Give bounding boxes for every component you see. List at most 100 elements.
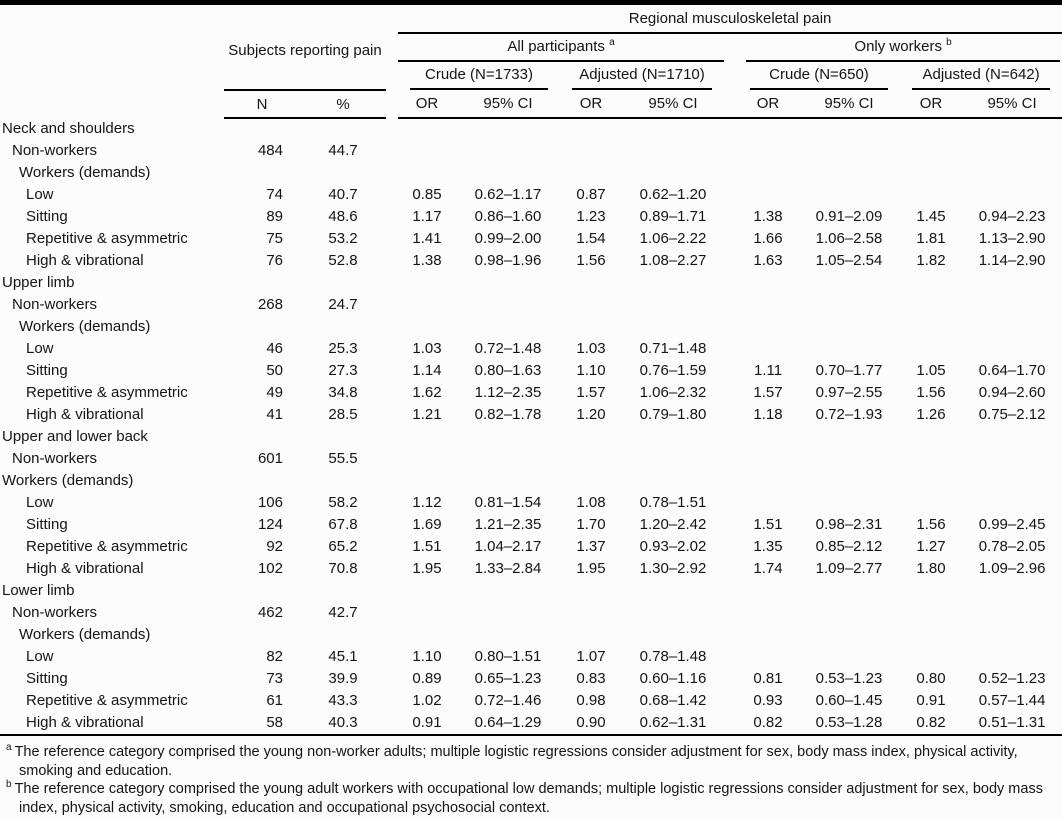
cell-n	[224, 426, 300, 448]
cell-or	[398, 624, 456, 646]
cell-or: 0.83	[576, 670, 606, 687]
cell-ci	[456, 624, 560, 646]
table-top-rule	[0, 0, 1062, 5]
cell-ci: 1.06–2.22	[639, 230, 707, 247]
cell-ci	[456, 140, 560, 162]
cell-or: 1.95	[576, 560, 606, 577]
cell-or	[560, 602, 622, 624]
cell-ci: 0.94–2.60	[978, 384, 1046, 401]
row-label: Sitting	[26, 208, 68, 225]
column-gap	[724, 646, 738, 668]
section-row: Upper and lower back	[0, 426, 1062, 448]
cell-ci: 0.79–1.80	[639, 406, 707, 423]
cell-or	[900, 316, 962, 338]
pct-column-header: %	[300, 90, 386, 119]
cell-ci	[798, 140, 900, 162]
cell-or	[560, 470, 622, 492]
cell-n: 61	[266, 692, 283, 709]
cell-or	[738, 624, 798, 646]
row-label: Workers (demands)	[19, 318, 151, 335]
footnote-b-marker: b	[6, 779, 12, 791]
cell-ci: 0.99–2.45	[978, 516, 1046, 533]
cell-or	[900, 602, 962, 624]
cell-or	[900, 448, 962, 470]
cell-or	[738, 272, 798, 294]
table-row: Sitting 50 27.3 1.14 0.80–1.63 1.10 0.76–1.59 1…	[0, 360, 1062, 382]
cell-or: 1.07	[576, 648, 606, 665]
or-column-header: OR	[560, 90, 622, 119]
column-gap	[386, 118, 398, 140]
cell-ci: 0.85–2.12	[815, 538, 883, 555]
row-label: Workers (demands)	[19, 164, 151, 181]
cell-or	[738, 338, 798, 360]
column-gap	[386, 316, 398, 338]
cell-or: 0.80	[916, 670, 946, 687]
cell-ci	[456, 448, 560, 470]
table-row: Workers (demands)	[0, 624, 1062, 646]
cell-or: 1.02	[412, 692, 442, 709]
cell-or: 1.14	[412, 362, 442, 379]
cell-pct: 40.7	[328, 186, 358, 203]
cell-n: 75	[266, 230, 283, 247]
column-gap	[724, 668, 738, 690]
ci-column-header: 95% CI	[622, 90, 724, 119]
cell-or	[738, 426, 798, 448]
cell-ci: 1.06–2.32	[639, 384, 707, 401]
column-gap	[724, 118, 738, 140]
table-row: High & vibrational 76 52.8 1.38 0.98–1.96 1.5…	[0, 250, 1062, 272]
cell-or	[560, 272, 622, 294]
cell-ci: 0.80–1.63	[474, 362, 542, 379]
cell-pct	[300, 118, 386, 140]
column-gap	[386, 668, 398, 690]
cell-ci: 1.09–2.77	[815, 560, 883, 577]
cell-ci	[622, 580, 724, 602]
cell-or	[398, 294, 456, 316]
cell-or: 1.17	[412, 208, 442, 225]
cell-or: 1.05	[916, 362, 946, 379]
cell-ci: 0.78–2.05	[978, 538, 1046, 555]
table-row: Low 74 40.7 0.85 0.62–1.17 0.87 0.62–1.20	[0, 184, 1062, 206]
cell-n: 82	[266, 648, 283, 665]
cell-n	[224, 162, 300, 184]
column-gap	[386, 184, 398, 206]
column-gap	[386, 338, 398, 360]
adjusted-all-header: Adjusted (N=1710)	[560, 62, 724, 90]
cell-ci	[798, 272, 900, 294]
cell-or	[398, 316, 456, 338]
cell-pct: 25.3	[328, 340, 358, 357]
cell-ci	[962, 492, 1062, 514]
column-gap	[724, 316, 738, 338]
row-label: Sitting	[26, 516, 68, 533]
column-gap	[724, 162, 738, 184]
all-participants-header: All participants a	[398, 33, 724, 62]
cell-or: 1.74	[753, 560, 783, 577]
cell-or: 1.95	[412, 560, 442, 577]
table-row: Non-workers 268 24.7	[0, 294, 1062, 316]
cell-ci: 0.76–1.59	[639, 362, 707, 379]
crude-workers-header: Crude (N=650)	[738, 62, 900, 90]
column-gap	[724, 338, 738, 360]
column-gap	[724, 184, 738, 206]
cell-or: 1.51	[412, 538, 442, 555]
footnotes: a The reference category comprised the yo…	[0, 736, 1062, 817]
cell-ci	[622, 470, 724, 492]
cell-ci	[798, 492, 900, 514]
footnote-b-marker: b	[946, 37, 952, 48]
table-row: Sitting 73 39.9 0.89 0.65–1.23 0.83 0.60–1.16 0…	[0, 668, 1062, 690]
cell-or	[738, 448, 798, 470]
cell-n	[224, 118, 300, 140]
cell-or	[900, 646, 962, 668]
cell-ci: 1.13–2.90	[978, 230, 1046, 247]
table-row: Repetitive & asymmetric 92 65.2 1.51 1.04–2.…	[0, 536, 1062, 558]
cell-or	[738, 316, 798, 338]
cell-or: 1.82	[916, 252, 946, 269]
cell-or	[900, 184, 962, 206]
cell-or	[738, 646, 798, 668]
cell-or: 1.56	[916, 384, 946, 401]
table-row: Low 82 45.1 1.10 0.80–1.51 1.07 0.78–1.48	[0, 646, 1062, 668]
cell-ci	[622, 316, 724, 338]
cell-pct	[300, 624, 386, 646]
cell-ci: 0.97–2.55	[815, 384, 883, 401]
cell-pct	[300, 316, 386, 338]
cell-or	[900, 624, 962, 646]
